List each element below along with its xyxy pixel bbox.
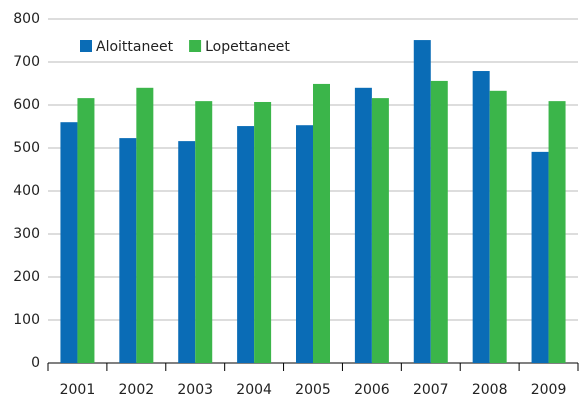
bar — [119, 138, 137, 363]
y-tick-label: 800 — [13, 11, 40, 27]
legend-swatch — [80, 40, 92, 52]
bar — [136, 87, 154, 364]
x-tick-label: 2007 — [413, 382, 449, 398]
x-tick-label: 2009 — [531, 382, 567, 398]
bar — [548, 101, 566, 363]
y-tick-label: 400 — [13, 183, 40, 199]
x-tick-label: 2001 — [60, 382, 96, 398]
y-tick-label: 300 — [13, 226, 40, 242]
x-tick-label: 2006 — [354, 382, 390, 398]
x-tick-label: 2003 — [177, 382, 213, 398]
bar — [313, 83, 330, 364]
bar — [354, 87, 372, 364]
x-tick-label: 2005 — [295, 382, 331, 398]
bar — [60, 122, 78, 363]
bar — [77, 98, 95, 364]
bar — [489, 90, 507, 363]
bar — [178, 141, 196, 363]
bar — [371, 98, 389, 364]
bar — [413, 40, 431, 363]
y-tick-label: 500 — [13, 140, 40, 156]
bar — [296, 125, 313, 364]
y-tick-label: 200 — [13, 269, 40, 285]
legend-label: Lopettaneet — [205, 39, 290, 55]
bar — [472, 71, 490, 363]
bar — [254, 101, 272, 364]
y-tick-label: 600 — [13, 97, 40, 113]
y-tick-label: 100 — [13, 312, 40, 328]
bar — [195, 101, 213, 363]
x-tick-label: 2002 — [119, 382, 155, 398]
y-tick-label: 700 — [13, 54, 40, 70]
bar — [531, 151, 549, 363]
bar — [237, 126, 255, 363]
legend-swatch — [189, 40, 202, 52]
y-tick-label: 0 — [31, 355, 40, 371]
bar — [430, 80, 448, 364]
x-tick-label: 2008 — [472, 382, 508, 398]
legend-label: Aloittaneet — [96, 39, 174, 55]
x-tick-label: 2004 — [236, 382, 272, 398]
